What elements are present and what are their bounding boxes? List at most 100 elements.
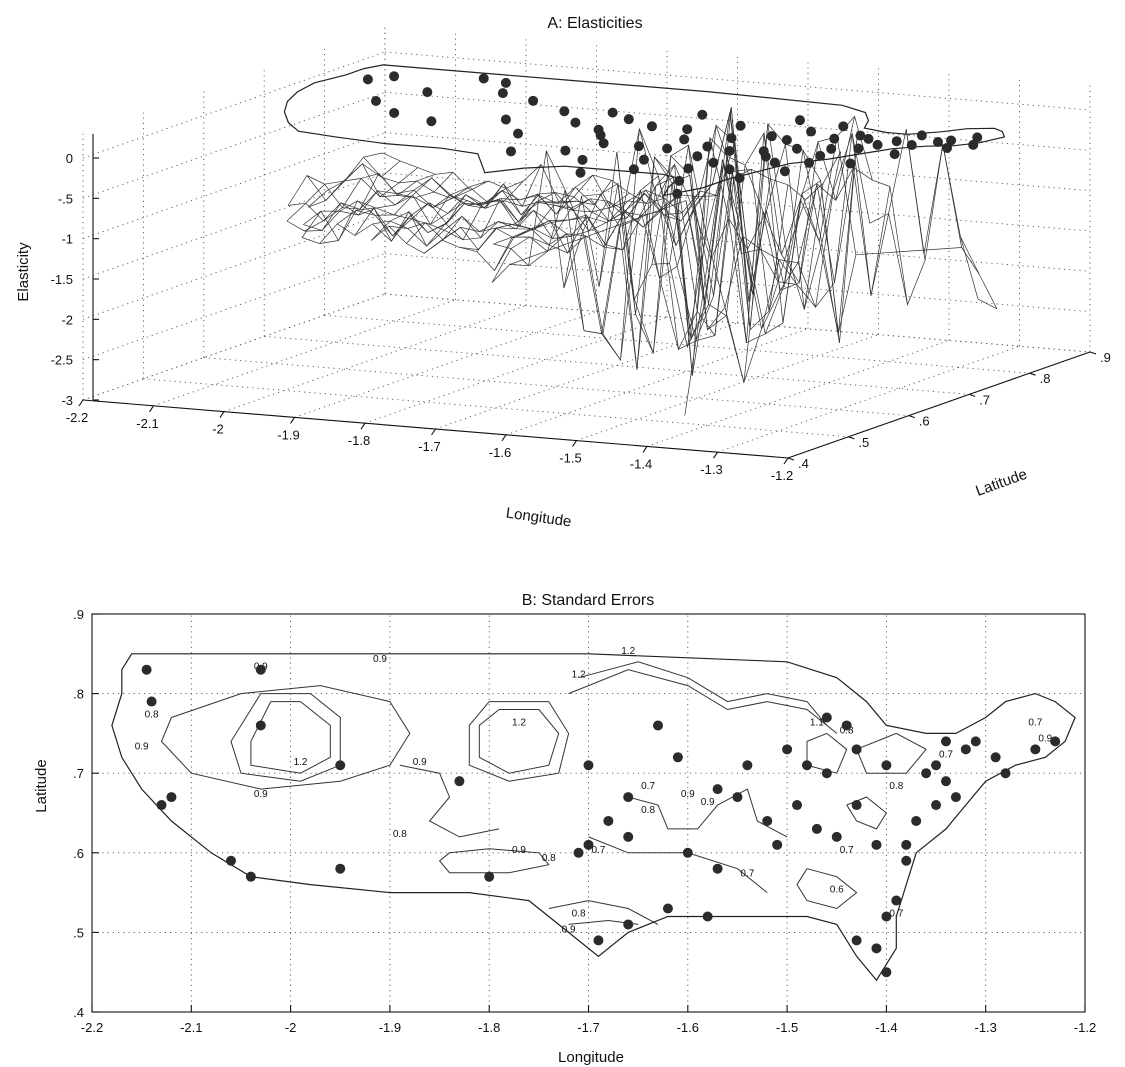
data-point bbox=[829, 133, 840, 144]
mesh-line bbox=[685, 136, 857, 330]
z-tick-label: -2 bbox=[61, 312, 73, 327]
mesh-line bbox=[686, 137, 858, 383]
contour-label: 1.2 bbox=[572, 670, 586, 681]
grid-line bbox=[435, 322, 738, 430]
contour-label: 1.1 bbox=[810, 717, 824, 728]
data-point bbox=[779, 166, 790, 177]
contour-label: 0.8 bbox=[840, 725, 854, 736]
data-point bbox=[166, 792, 177, 803]
data-point bbox=[769, 157, 780, 168]
mesh-line bbox=[287, 152, 383, 206]
contour-label: 0.8 bbox=[641, 805, 655, 816]
x-tick-label: -1.4 bbox=[875, 1020, 897, 1035]
x-tick-mark bbox=[431, 428, 436, 436]
contour-label: 0.8 bbox=[572, 908, 586, 919]
contour-line bbox=[160, 685, 411, 790]
contour-line bbox=[230, 693, 341, 782]
us-outline bbox=[283, 64, 1006, 197]
x-tick-mark bbox=[501, 434, 507, 442]
data-point bbox=[855, 130, 866, 141]
mesh-line bbox=[308, 107, 979, 350]
contour-line bbox=[548, 900, 659, 925]
data-point bbox=[505, 146, 516, 157]
contour-line bbox=[438, 848, 550, 874]
grid-line bbox=[223, 305, 527, 413]
data-point bbox=[583, 760, 594, 771]
contour-line bbox=[796, 868, 858, 910]
x-tick-label: -2.1 bbox=[136, 416, 158, 431]
mesh-line bbox=[286, 128, 834, 376]
data-point bbox=[697, 109, 708, 120]
data-point bbox=[990, 752, 1001, 763]
x-tick-label: -1.6 bbox=[677, 1020, 699, 1035]
x-tick-label: -1.3 bbox=[974, 1020, 996, 1035]
data-point bbox=[916, 130, 927, 141]
data-point bbox=[141, 664, 152, 675]
data-point bbox=[389, 107, 400, 118]
data-point bbox=[362, 74, 373, 85]
data-point bbox=[960, 744, 971, 755]
data-point bbox=[821, 768, 832, 779]
contour-label: 1.2 bbox=[294, 757, 308, 768]
x-tick-label: -1.2 bbox=[1074, 1020, 1096, 1035]
contour-label: 0.9 bbox=[512, 845, 526, 856]
data-point bbox=[735, 120, 746, 131]
x-tick-mark bbox=[149, 405, 154, 413]
grid-line bbox=[505, 328, 809, 436]
data-point bbox=[931, 760, 942, 771]
grid-line bbox=[646, 339, 950, 447]
data-point bbox=[370, 95, 381, 106]
grid-line bbox=[82, 172, 386, 280]
y-tick-label: .9 bbox=[1100, 350, 1111, 365]
grid-line bbox=[82, 293, 386, 401]
mesh-line bbox=[493, 150, 723, 349]
x-tick-label: -1.6 bbox=[489, 445, 511, 460]
mesh-line bbox=[288, 132, 871, 343]
x-tick-label: -1.2 bbox=[771, 468, 793, 483]
data-point bbox=[940, 776, 951, 787]
data-point bbox=[702, 141, 713, 152]
data-point bbox=[623, 114, 634, 125]
panel-a-points bbox=[362, 71, 983, 199]
y-tick-label: .4 bbox=[798, 456, 809, 471]
data-point bbox=[851, 800, 862, 811]
mesh-line bbox=[441, 174, 612, 241]
data-point bbox=[872, 139, 883, 150]
panel-b-contours bbox=[160, 661, 927, 925]
contour-line bbox=[468, 701, 570, 782]
x-tick-mark bbox=[713, 451, 718, 459]
data-point bbox=[628, 164, 639, 175]
data-point bbox=[638, 154, 649, 165]
data-point bbox=[968, 139, 979, 150]
panel-a-z-axis-label: Elasticity bbox=[15, 242, 32, 302]
data-point bbox=[781, 135, 792, 146]
grid-line bbox=[203, 357, 909, 417]
contour-label: 0.7 bbox=[1028, 717, 1042, 728]
data-point bbox=[891, 895, 902, 906]
data-point bbox=[772, 839, 783, 850]
panel-a-x-axis-label: Longitude bbox=[505, 505, 573, 531]
x-tick-mark bbox=[219, 411, 225, 418]
data-point bbox=[497, 88, 508, 99]
data-point bbox=[633, 141, 644, 152]
data-point bbox=[679, 134, 690, 145]
grid-line bbox=[82, 293, 386, 401]
data-point bbox=[598, 138, 609, 149]
data-point bbox=[841, 720, 852, 731]
x-tick-mark bbox=[290, 417, 295, 424]
panel-a-elasticities: A: Elasticities -2.2 -2.1 -2 -1.9 -1.8 -1.7 -1… bbox=[15, 15, 1111, 531]
data-point bbox=[1000, 768, 1011, 779]
data-point bbox=[906, 140, 917, 151]
data-point bbox=[901, 839, 912, 850]
y-tick-mark bbox=[848, 436, 855, 440]
data-point bbox=[245, 871, 256, 882]
data-point bbox=[559, 106, 570, 117]
data-point bbox=[528, 95, 539, 106]
data-point bbox=[821, 712, 832, 723]
data-point bbox=[901, 855, 912, 866]
data-point bbox=[972, 132, 983, 143]
data-point bbox=[946, 135, 957, 146]
grid-line bbox=[364, 316, 668, 424]
z-tick-label: -.5 bbox=[58, 191, 73, 206]
x-tick-label: -1.7 bbox=[577, 1020, 599, 1035]
